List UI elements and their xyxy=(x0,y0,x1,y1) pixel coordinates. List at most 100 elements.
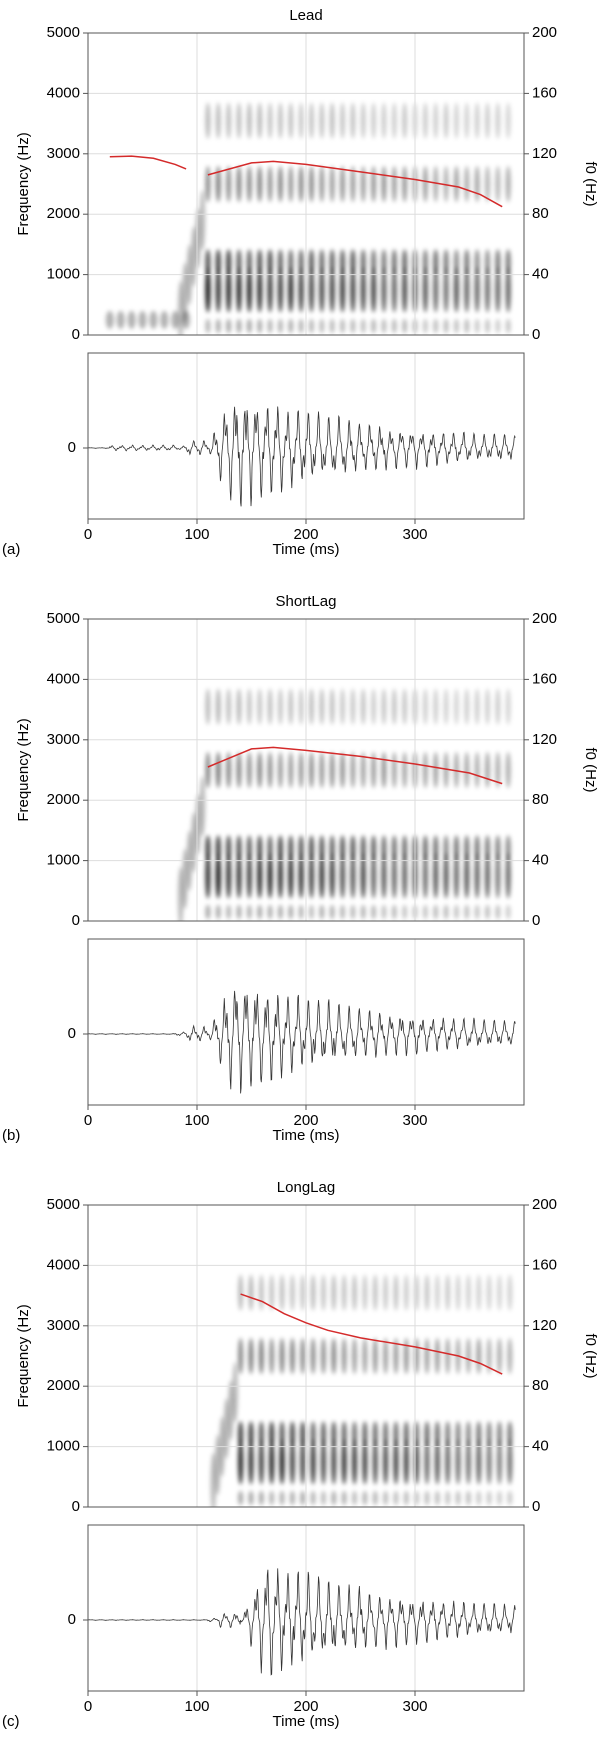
spectrogram-pulse xyxy=(424,1337,430,1375)
spectrogram-pulse xyxy=(422,266,428,313)
spectrogram-pulse xyxy=(277,904,283,920)
x-tick-label: 100 xyxy=(184,1112,209,1129)
x-tick-label: 300 xyxy=(402,1112,427,1129)
spectrogram-pulse xyxy=(372,1421,378,1448)
spectrogram-pulse xyxy=(238,1490,244,1506)
spectrogram-pulse xyxy=(496,1421,503,1448)
spectrogram xyxy=(177,688,511,921)
spectrogram-pulse xyxy=(362,1438,368,1485)
spectrogram-pulse xyxy=(257,318,263,334)
spectrogram-pulse xyxy=(453,318,460,334)
spectrogram-pulse xyxy=(370,249,377,276)
spectrogram-pulse xyxy=(300,1490,306,1506)
spectrogram-pulse xyxy=(226,751,232,789)
waveform-y-tick-label: 0 xyxy=(68,439,76,456)
spectrogram-pulse xyxy=(453,904,460,920)
spectrogram-pulse xyxy=(339,904,346,920)
spectrogram-pulse xyxy=(246,904,252,920)
waveform-frame xyxy=(87,352,525,520)
spectrogram-pulse xyxy=(298,102,304,139)
y2-tick-label: 200 xyxy=(532,24,557,41)
spectrogram-pulse xyxy=(350,249,356,276)
spectrogram-pulse xyxy=(205,835,211,862)
spectrogram-pulse xyxy=(308,318,315,334)
spectrogram-pulse xyxy=(370,688,377,725)
spectrogram-pulse xyxy=(269,1337,275,1375)
spectrogram-pulse xyxy=(300,1337,306,1375)
spectrogram-pulse xyxy=(453,266,460,313)
spectrogram-pulse xyxy=(402,266,408,313)
spectrogram-pulse xyxy=(226,318,232,334)
spectrogram-pulse xyxy=(443,249,449,276)
spectrogram-pulse xyxy=(288,751,294,789)
spectrogram-pulse xyxy=(215,751,221,789)
y-tick-label: 2000 xyxy=(47,1377,80,1394)
spectrogram-pulse xyxy=(476,1421,482,1448)
spectrogram-pulse xyxy=(443,165,449,203)
spectrogram-pulse xyxy=(331,1490,337,1506)
spectrogram-pulse xyxy=(495,102,501,139)
x-tick-label: 300 xyxy=(402,526,427,543)
spectrogram-pulse xyxy=(350,165,356,203)
spectrogram-pulse xyxy=(248,1438,254,1485)
spectrogram-pulse xyxy=(269,1490,275,1506)
spectrogram-pulse xyxy=(402,249,408,276)
spectrogram-pulse xyxy=(484,318,491,334)
spectrogram-pulse xyxy=(298,904,304,920)
waveform-y-tick-label: 0 xyxy=(68,1025,76,1042)
spectrogram-pulse xyxy=(329,165,335,203)
spectrogram-pulse xyxy=(236,904,242,920)
spectrogram-pulse xyxy=(289,1421,295,1448)
spectrogram-pulse xyxy=(246,318,252,334)
spectrogram-pulse xyxy=(496,1274,503,1311)
spectrogram-pulse xyxy=(331,1421,337,1448)
spectrogram-pulse xyxy=(267,249,273,276)
spectrogram-pulse xyxy=(495,249,501,276)
y2-tick-label: 120 xyxy=(532,731,557,748)
spectrogram-frame xyxy=(87,32,525,336)
y-axis-label: Frequency (Hz) xyxy=(15,132,32,235)
y-tick-label: 5000 xyxy=(47,1196,80,1213)
spectrogram-pulse xyxy=(246,266,252,313)
spectrogram-pulse xyxy=(495,904,501,920)
spectrogram-pulse xyxy=(370,835,377,862)
spectrogram-pulse xyxy=(258,1421,264,1448)
spectrogram-pulse xyxy=(443,102,449,139)
spectrogram-pulse xyxy=(319,266,325,313)
spectrogram-pulse xyxy=(381,318,387,334)
panel-label: (a) xyxy=(2,541,20,558)
y-tick-label: 1000 xyxy=(47,852,80,869)
spectrogram-pulse xyxy=(248,1337,254,1375)
spectrogram-pulse xyxy=(362,1421,368,1448)
spectrogram-pulse xyxy=(279,1274,285,1311)
spectrogram-pulse xyxy=(258,1490,264,1506)
spectrogram-pulse xyxy=(402,688,408,725)
spectrogram-pulse xyxy=(331,1274,337,1311)
spectrogram-pulse xyxy=(434,1274,440,1311)
spectrogram-pulse xyxy=(238,1421,244,1448)
spectrogram-frame xyxy=(87,618,525,922)
spectrogram-pulse xyxy=(360,102,366,139)
y2-axis-label: f0 (Hz) xyxy=(582,1334,599,1379)
spectrogram-pulse xyxy=(339,852,346,899)
spectrogram-pulse xyxy=(339,266,346,313)
spectrogram-pulse xyxy=(474,751,480,789)
y2-tick-label: 80 xyxy=(532,205,549,222)
f0-line xyxy=(207,746,503,785)
spectrogram-pulse xyxy=(320,1490,327,1506)
spectrogram-pulse xyxy=(226,266,232,313)
spectrogram-pulse xyxy=(495,165,501,203)
panel-label: (b) xyxy=(2,1127,20,1144)
spectrogram-pulse xyxy=(205,102,211,139)
spectrogram-pulse xyxy=(269,1274,275,1311)
y-tick-label: 0 xyxy=(72,912,80,929)
spectrogram-pulse xyxy=(351,1421,358,1448)
spectrogram-pulse xyxy=(310,1274,316,1311)
spectrogram-pulse xyxy=(339,318,346,334)
y-tick-label: 3000 xyxy=(47,731,80,748)
spectrogram-pulse xyxy=(402,852,408,899)
spectrogram-pulse xyxy=(350,904,356,920)
spectrogram-pulse xyxy=(464,318,470,334)
spectrogram-pulse xyxy=(298,165,304,203)
spectrogram-pulse xyxy=(382,1438,389,1485)
